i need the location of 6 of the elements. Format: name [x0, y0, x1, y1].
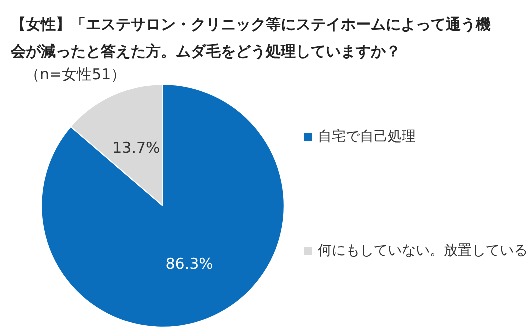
data-label: 86.3%	[166, 254, 214, 273]
chart-title: 【女性】「エステサロン・クリニック等にステイホームによって通う機会が減ったと答えた方。ムダ毛をどう処理していますか？	[10, 16, 491, 60]
legend-label: 自宅で自己処理	[318, 129, 416, 145]
chart-subtitle: （n=女性51）	[25, 66, 126, 84]
data-label: 13.7%	[112, 139, 160, 158]
legend-label: 何にもしていない。放置している	[318, 243, 528, 259]
